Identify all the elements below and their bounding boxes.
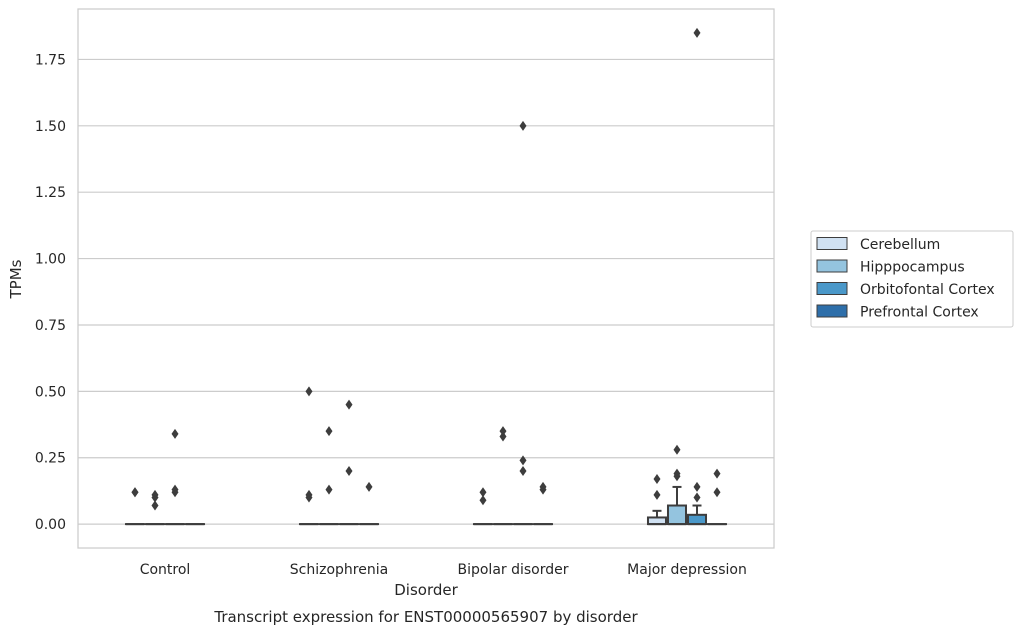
y-axis-title: TPMs [7,259,25,299]
box-group [492,426,513,526]
box-group [298,386,319,526]
legend-frame [810,230,1014,328]
legend-swatch [816,237,848,250]
outlier-marker [519,120,527,131]
box-group [165,428,186,526]
legend-label: Orbitofontal Cortex [860,282,995,298]
box-group [339,399,360,526]
x-axis-title: Disorder [394,581,458,599]
box-group [707,468,728,526]
x-axis-ticks: Control Schizophrenia Bipolar disorder Majo… [140,562,747,578]
y-tick-label: 0.00 [35,517,66,533]
outlier-marker [693,481,701,492]
box-group [472,487,493,526]
y-tick-label: 1.75 [35,52,66,68]
outlier-marker [499,431,507,442]
box-group [124,487,145,526]
outlier-marker [305,386,313,397]
outlier-marker [499,426,507,437]
outlier-marker [345,466,353,476]
outlier-marker [479,495,487,506]
outlier-marker [653,473,661,484]
box-group [318,426,339,526]
outlier-marker [673,444,681,455]
x-tick-label: Control [140,562,191,578]
outlier-marker [325,426,333,437]
box [666,504,687,526]
outlier-marker [325,484,333,495]
legend: Cerebellum Hipppocampus Orbitofontal Corte… [810,230,1014,328]
box-group [666,444,687,526]
box [687,513,708,526]
legend-label: Hipppocampus [860,260,965,276]
outlier-marker [305,489,313,500]
outlier-marker [673,468,681,479]
legend-swatch [816,259,848,273]
box-group [533,481,554,526]
outlier-marker [693,27,701,38]
plot-frame [77,8,775,549]
legend-swatch [816,282,848,295]
y-tick-label: 0.75 [35,318,66,334]
legend-label: Cerebellum [860,237,940,253]
outlier-marker [479,487,487,498]
outlier-marker [693,492,701,503]
outlier-marker [131,487,139,498]
y-tick-label: 1.00 [35,252,66,268]
outlier-marker [365,481,373,492]
chart-caption: Transcript expression for ENST0000056590… [213,608,638,626]
plot-area [124,27,728,526]
outlier-marker [345,399,353,410]
y-axis-ticks: 0.00 0.25 0.50 0.75 1.00 1.25 1.50 1.75 [35,52,66,533]
y-tick-label: 1.50 [35,119,66,135]
x-tick-label: Major depression [627,562,747,578]
outlier-marker [519,455,527,466]
box-group [359,481,380,526]
outlier-marker [171,428,179,439]
outlier-marker [151,500,159,511]
outlier-marker [519,466,527,476]
y-tick-label: 0.50 [35,384,66,400]
y-tick-label: 1.25 [35,185,66,201]
outlier-marker [713,468,721,479]
y-tick-label: 0.25 [35,451,66,467]
box-group [513,120,534,526]
outlier-marker [653,489,661,500]
legend-swatch [816,304,848,318]
box-group [646,473,667,526]
box-group [687,27,708,526]
outlier-marker [713,487,721,498]
legend-label: Prefrontal Cortex [860,305,979,321]
x-tick-label: Schizophrenia [290,562,388,578]
outlier-marker [151,489,159,500]
outlier-marker [171,484,179,495]
outlier-marker [539,481,547,492]
gridlines [78,58,774,525]
box-group [144,489,166,526]
x-tick-label: Bipolar disorder [457,562,568,578]
